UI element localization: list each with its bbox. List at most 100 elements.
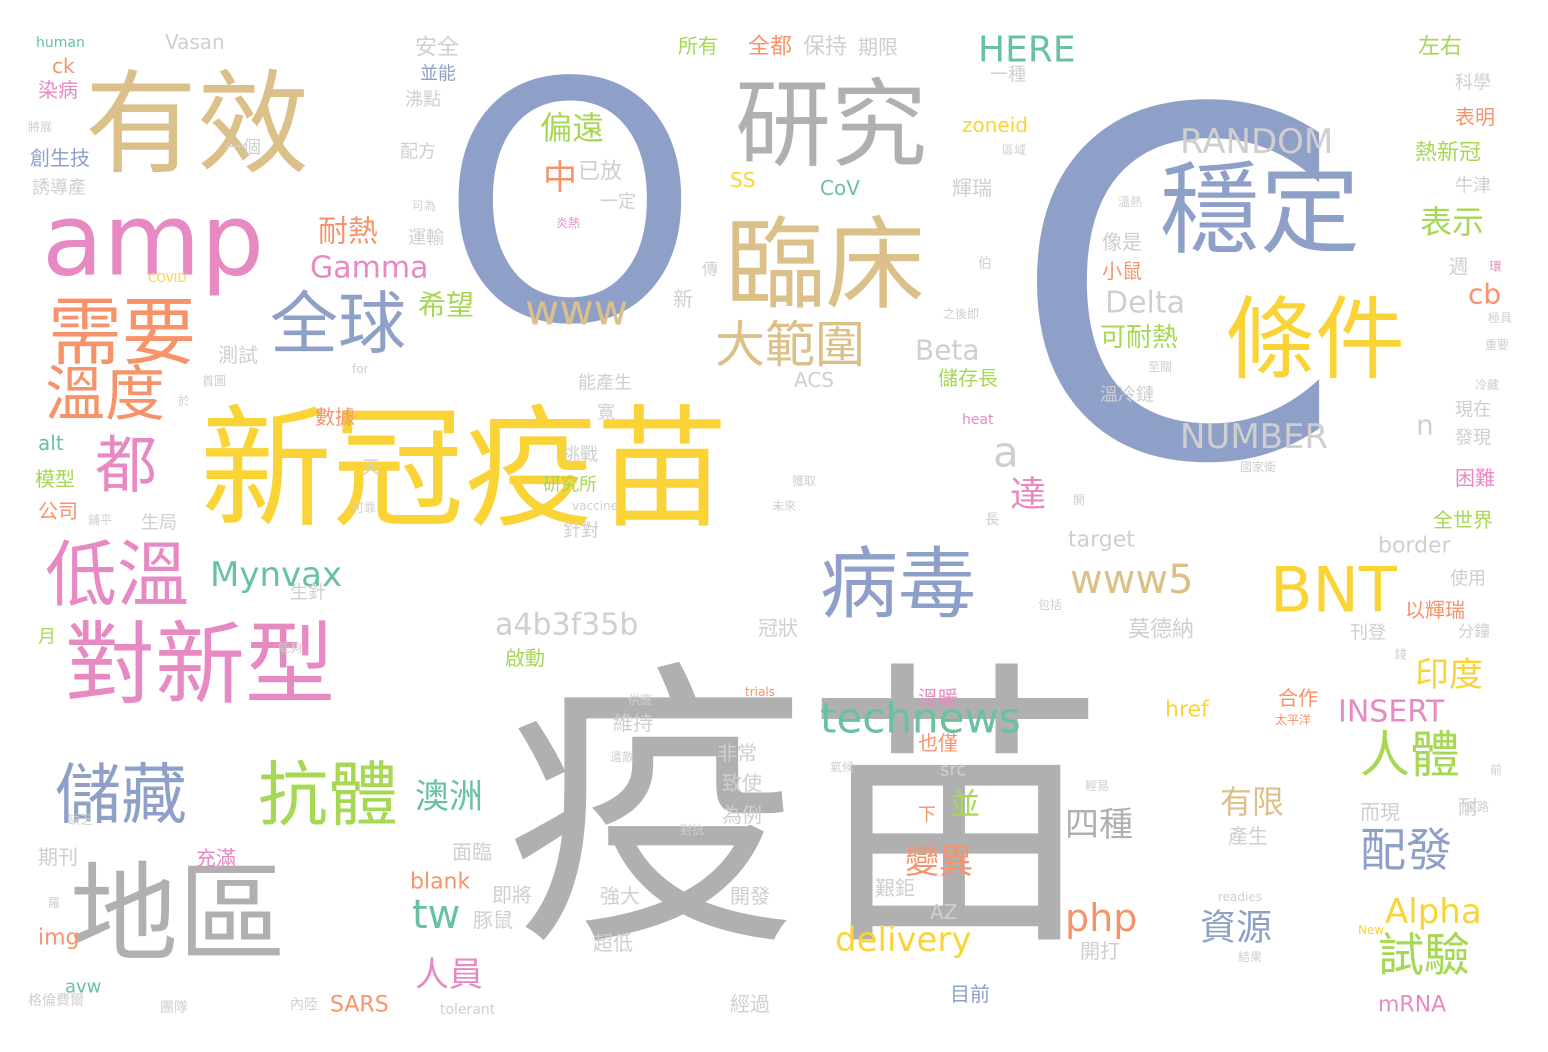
cloud-word: 研究 — [735, 69, 927, 181]
cloud-word: alt — [38, 431, 64, 455]
cloud-word: 條件 — [1225, 288, 1405, 393]
cloud-word: 充滿 — [196, 846, 236, 870]
cloud-word: COVID — [148, 271, 187, 285]
cloud-word: 強大 — [600, 884, 640, 908]
cloud-word: 創生技 — [30, 146, 90, 170]
cloud-word: 配發 — [1360, 823, 1452, 877]
cloud-word: 為例 — [722, 803, 762, 827]
cloud-word: 艱鉅 — [875, 876, 915, 900]
cloud-word: 沸點 — [405, 90, 441, 111]
cloud-word: 新冠疫苗 — [200, 393, 728, 547]
cloud-word: C — [1010, 11, 1345, 570]
cloud-word: 一個 — [225, 138, 261, 159]
cloud-word: 致使 — [722, 771, 762, 795]
cloud-word: 道路 — [1465, 799, 1489, 814]
cloud-word: 莫德納 — [1128, 618, 1194, 643]
cloud-word: amp — [42, 182, 264, 299]
cloud-word: 模型 — [35, 467, 75, 491]
cloud-word: 供應 — [628, 692, 652, 707]
cloud-word: 合作 — [1278, 686, 1318, 710]
cloud-word: readies — [1218, 890, 1262, 904]
cloud-word: Vasan — [165, 30, 225, 54]
cloud-word: 對抗 — [680, 822, 704, 837]
cloud-word: 分鐘 — [1458, 622, 1490, 641]
cloud-word: 而現 — [1360, 800, 1400, 824]
cloud-word: src — [940, 760, 966, 781]
cloud-word: SARS — [330, 993, 389, 1018]
cloud-word: 現在 — [1455, 400, 1491, 421]
cloud-word: 公司 — [38, 499, 78, 523]
cloud-word: 穩定 — [1160, 152, 1360, 269]
cloud-word: 挑戰 — [562, 445, 598, 466]
cloud-word: 熱新冠 — [1415, 141, 1481, 166]
cloud-word: 使用 — [1450, 569, 1486, 590]
cloud-word: 耐熱 — [318, 215, 378, 250]
cloud-word: 錢 — [1393, 647, 1407, 661]
cloud-word: Delta — [1105, 286, 1185, 321]
cloud-word: 發現 — [1455, 428, 1491, 449]
cloud-word: 團隊 — [160, 1000, 188, 1016]
cloud-word: BNT — [1270, 554, 1398, 627]
cloud-word: 寬 — [597, 403, 615, 424]
cloud-word: Mynvax — [210, 555, 342, 595]
cloud-word: 週 — [1445, 256, 1469, 276]
cloud-word: 產生 — [1228, 824, 1268, 848]
cloud-word: 未來 — [772, 499, 796, 513]
cloud-word: 也僅 — [918, 731, 958, 755]
cloud-word: 已放 — [578, 160, 622, 185]
cloud-word: 月 — [38, 627, 56, 648]
cloud-word: 面臨 — [452, 840, 492, 864]
cloud-word: trials — [745, 685, 775, 699]
cloud-word: 國家衛 — [1240, 459, 1276, 474]
cloud-word: SS — [730, 168, 755, 192]
cloud-word: www — [525, 286, 628, 335]
cloud-word: 輕易 — [1085, 779, 1109, 793]
cloud-word: 獲取 — [792, 474, 816, 488]
cloud-word: target — [1068, 528, 1135, 553]
cloud-word: 並能 — [420, 64, 456, 85]
cloud-word: 能夠 — [278, 641, 302, 655]
cloud-word: avw — [65, 977, 101, 998]
cloud-word: 維持 — [613, 711, 653, 735]
cloud-word: 結果 — [1238, 950, 1262, 964]
cloud-word: for — [352, 362, 369, 376]
cloud-word: 溫冷鏈 — [1100, 385, 1154, 406]
cloud-word: 包括 — [1038, 597, 1062, 612]
cloud-word: 像是 — [1102, 230, 1142, 254]
cloud-word: img — [38, 926, 80, 951]
cloud-word: 長 — [985, 512, 999, 528]
cloud-word: O — [440, 13, 700, 397]
cloud-word: 都 — [95, 429, 157, 502]
cloud-word: 溫熱 — [1118, 195, 1142, 209]
cloud-word: 希望 — [418, 289, 474, 322]
cloud-word: 表明 — [1455, 105, 1495, 129]
cloud-word: heat — [962, 412, 994, 428]
cloud-word: INSERT — [1338, 695, 1445, 730]
cloud-word: cb — [1468, 278, 1501, 311]
cloud-word: 開 — [1073, 493, 1085, 507]
cloud-word: 期刊 — [38, 845, 78, 869]
cloud-word: tw — [412, 892, 460, 938]
cloud-word: 溫度 — [45, 360, 165, 430]
cloud-word: 達 — [1010, 475, 1046, 516]
cloud-word: 缺乏 — [68, 812, 92, 827]
cloud-word: 一種 — [990, 65, 1026, 86]
cloud-word: 有限 — [1220, 783, 1284, 821]
cloud-word: technews — [820, 694, 1021, 743]
cloud-word: 豚鼠 — [473, 908, 513, 932]
cloud-word: 啟動 — [505, 646, 545, 670]
cloud-word: 變異 — [905, 842, 973, 882]
cloud-word: 太平洋 — [1275, 712, 1311, 727]
cloud-word: 測試 — [218, 343, 258, 367]
cloud-word: 極具 — [1488, 310, 1512, 325]
cloud-word: 刊登 — [1350, 623, 1386, 644]
cloud-word: 溫暖 — [918, 686, 958, 710]
cloud-word: 鋪平 — [88, 512, 112, 527]
cloud-word: 大範圍 — [715, 316, 865, 374]
cloud-word: n — [1416, 409, 1434, 442]
cloud-word: 地區 — [70, 853, 286, 978]
cloud-word: 非常 — [717, 741, 757, 765]
cloud-word: 全世界 — [1433, 508, 1493, 532]
cloud-word: 全都 — [748, 35, 792, 60]
